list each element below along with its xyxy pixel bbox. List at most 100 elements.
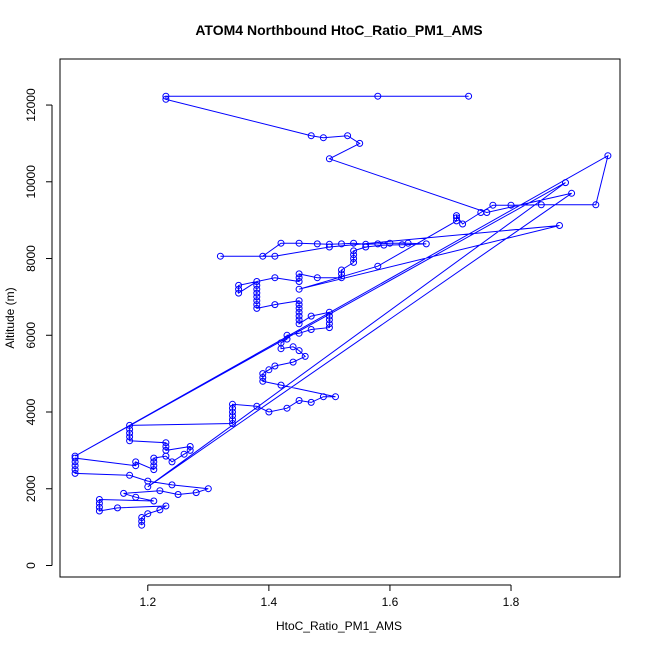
data-point [162,446,170,454]
data-point [556,222,563,229]
data-point [301,352,309,360]
data-point [592,201,600,209]
data-point [350,247,358,255]
data-point [295,308,303,316]
data-point [459,220,467,228]
data-point [150,458,158,466]
data-point [162,502,170,510]
data-point [162,95,170,103]
y-tick-label: 10000 [24,165,38,199]
data-point [604,152,612,160]
data-point [253,285,261,293]
y-tick-label: 0 [24,562,38,569]
data-point [386,239,394,247]
data-point [150,466,158,474]
data-point [138,521,146,529]
data-point [138,514,146,521]
data-point [271,252,279,260]
data-point [132,462,140,470]
chart-title: ATOM4 Northbound HtoC_Ratio_PM1_AMS [195,22,482,38]
data-point [289,343,297,351]
data-point [453,217,460,225]
data-point [313,240,321,248]
data-point [277,239,285,247]
data-point [71,452,79,460]
data-point [277,339,285,347]
data-point [295,304,303,312]
data-point [295,316,303,324]
data-point [265,366,273,374]
data-point [295,270,303,278]
data-point [144,483,152,491]
data-point [156,487,164,495]
data-point [229,408,236,416]
data-point [162,92,170,100]
data-point [283,404,291,412]
data-point [132,458,140,466]
data-point [71,466,79,474]
data-point [71,469,79,477]
y-tick-label: 6000 [24,322,38,349]
data-point [374,92,382,100]
y-tick-label: 2000 [24,475,38,502]
data-point [150,497,158,505]
data-point [422,240,430,248]
data-point [95,503,103,511]
data-point [162,439,170,447]
data-point [325,308,333,316]
data-point [186,443,194,450]
data-point [338,270,345,278]
data-point [126,471,134,479]
data-point [295,274,303,282]
x-tick-label: 1.2 [139,595,156,609]
data-point [253,281,261,289]
data-point [562,179,569,187]
data-point [204,485,212,493]
data-point [325,316,333,324]
data-point [271,274,279,282]
data-point [295,347,303,355]
data-point [216,252,224,260]
data-point [350,255,358,262]
data-point [229,404,236,412]
series-layer [71,92,612,529]
data-point [126,425,134,433]
data-point [71,462,79,470]
data-point [283,331,291,339]
x-tick-label: 1.8 [503,595,520,609]
data-point [150,454,158,462]
data-point [325,320,333,328]
y-tick-label: 4000 [24,398,38,425]
data-point [319,134,327,142]
data-point [350,258,358,266]
data-point [338,274,345,282]
data-point [126,421,134,429]
data-point [295,329,303,337]
data-point [156,506,164,514]
data-point [465,92,473,100]
data-point [95,499,103,507]
data-point [356,139,364,147]
data-point [277,381,285,389]
data-point [271,301,279,309]
data-point [162,443,170,450]
data-point [295,285,303,293]
data-point [259,377,267,385]
data-point [120,489,128,497]
y-axis-label: Altitude (m) [3,287,17,348]
data-point [253,402,261,410]
data-point [307,326,315,333]
data-point [404,239,412,247]
data-point [362,243,370,251]
data-point [259,374,267,381]
data-point [325,312,333,320]
data-point [489,201,497,209]
data-point [483,209,491,216]
data-point [132,493,140,501]
data-point [126,433,134,441]
data-point [319,393,327,401]
data-point [95,507,103,515]
data-point [295,397,303,404]
data-point [344,132,352,140]
plot-frame [59,58,621,578]
